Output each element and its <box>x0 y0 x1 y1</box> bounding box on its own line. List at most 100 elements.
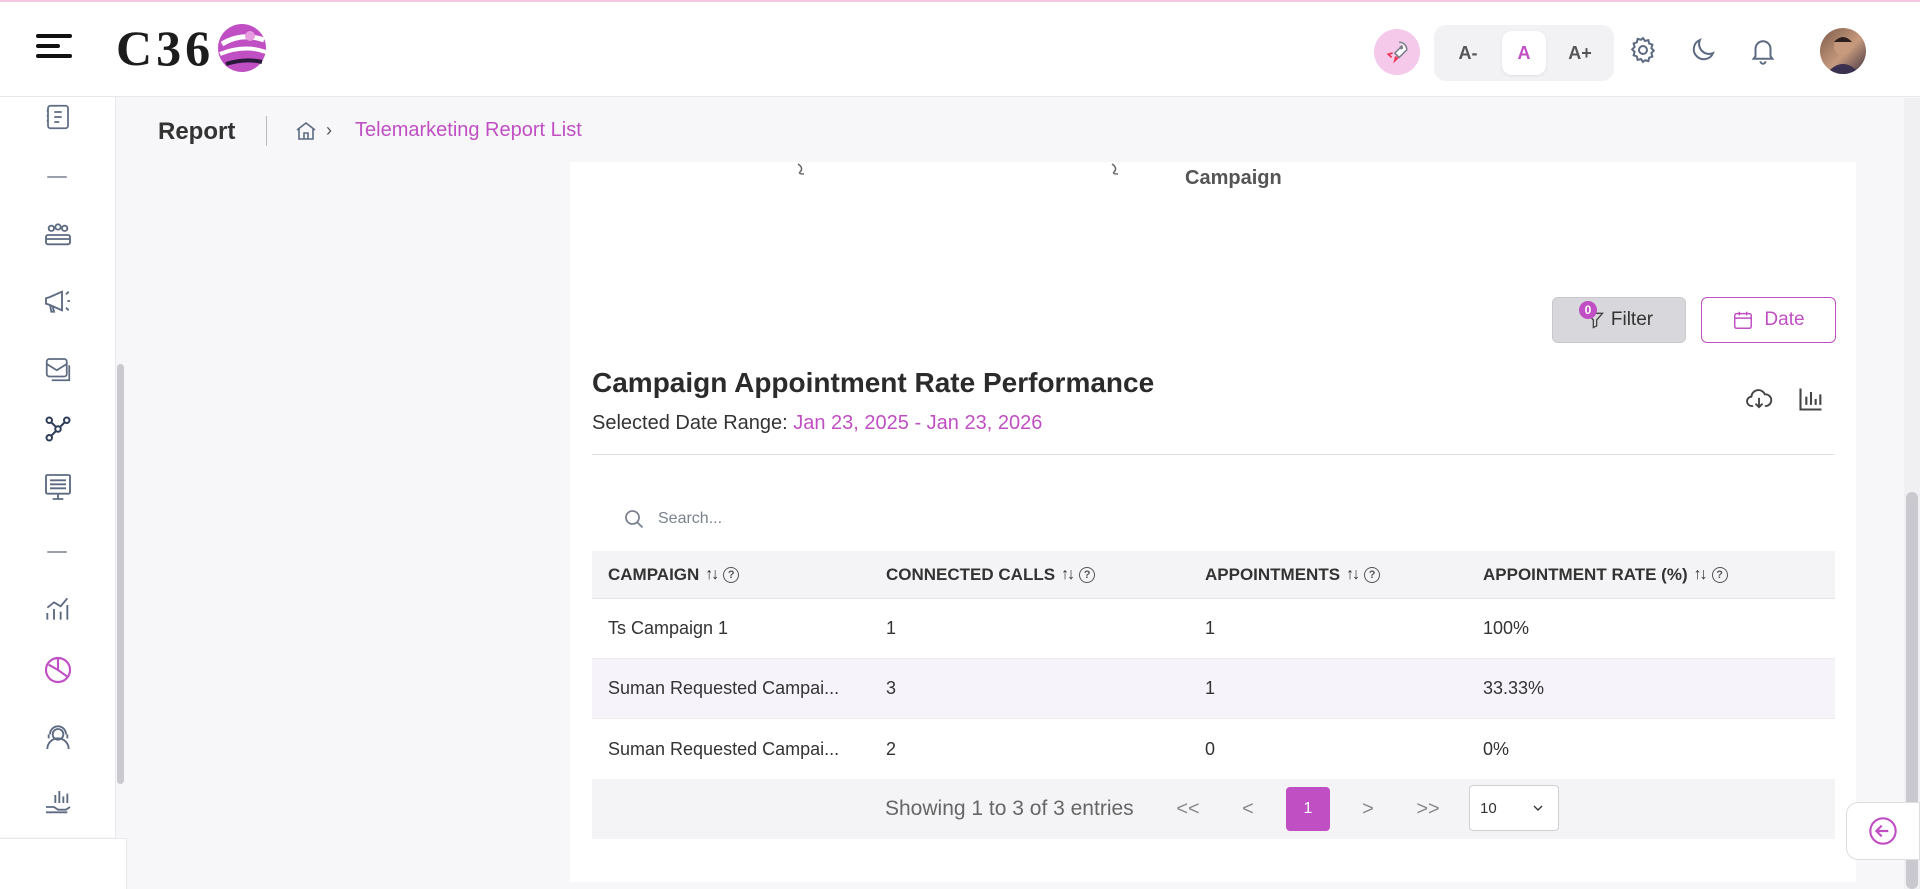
help-icon[interactable]: ? <box>1079 566 1096 583</box>
sort-icon[interactable]: ↑↓ <box>1061 565 1075 583</box>
font-normal-button[interactable]: A <box>1502 31 1546 75</box>
chart-axis-label: Campaign <box>1185 167 1282 189</box>
cell-appointment-rate: 33.33% <box>1483 678 1545 698</box>
chart-fragment-icon <box>1111 163 1119 175</box>
column-header-label: APPOINTMENT RATE (%) <box>1483 564 1688 584</box>
analytics-icon[interactable] <box>40 591 76 627</box>
cell-campaign: Ts Campaign 1 <box>608 618 729 638</box>
date-range-value: Jan 23, 2025 - Jan 23, 2026 <box>793 412 1043 434</box>
filter-button[interactable]: 0 Filter <box>1552 297 1686 343</box>
column-header-campaign[interactable]: CAMPAIGN ↑↓ ? <box>592 565 870 585</box>
report-table: CAMPAIGN ↑↓ ? CONNECTED CALLS ↑↓ ? APPOI… <box>592 551 1835 779</box>
date-range-label: Selected Date Range: <box>592 412 788 434</box>
menu-icon[interactable] <box>36 34 72 64</box>
filter-count-badge: 0 <box>1579 301 1597 319</box>
table-row[interactable]: Suman Requested Campai... 2 0 0% <box>592 719 1835 779</box>
next-page-button[interactable]: > <box>1362 797 1374 820</box>
font-size-controls: A- A A+ <box>1434 25 1614 81</box>
bell-icon[interactable] <box>1746 33 1780 67</box>
search-input[interactable] <box>658 510 998 528</box>
monitor-icon[interactable] <box>40 469 76 505</box>
help-icon[interactable]: ? <box>1711 566 1728 583</box>
gear-icon[interactable] <box>1626 33 1660 67</box>
column-header-appointments[interactable]: APPOINTMENTS ↑↓ ? <box>1189 565 1467 585</box>
group-icon[interactable] <box>40 217 76 253</box>
per-page-select[interactable]: 10 <box>1469 785 1559 831</box>
page-title: Report <box>158 118 236 145</box>
cell-appointment-rate: 100% <box>1483 618 1530 638</box>
logo-text: C36 <box>116 20 215 76</box>
logo[interactable]: C36 <box>116 20 268 76</box>
download-icon[interactable] <box>1744 384 1774 414</box>
date-range: Selected Date Range: Jan 23, 2025 - Jan … <box>592 412 1042 435</box>
logo-globe-icon <box>218 24 267 72</box>
column-header-label: APPOINTMENTS <box>1205 564 1341 584</box>
billing-icon[interactable] <box>40 99 76 135</box>
filter-label: Filter <box>1610 309 1654 330</box>
chevron-down-icon <box>1533 805 1543 811</box>
rocket-icon <box>1386 41 1408 64</box>
font-decrease-button[interactable]: A- <box>1458 42 1478 63</box>
table-row[interactable]: Ts Campaign 1 1 1 100% <box>592 599 1835 659</box>
avatar[interactable] <box>1820 28 1866 74</box>
cell-appointments: 1 <box>1205 678 1216 698</box>
column-header-label: CONNECTED CALLS <box>886 564 1056 584</box>
megaphone-icon[interactable] <box>40 283 76 319</box>
hand-chart-icon[interactable] <box>40 785 76 821</box>
cell-campaign: Suman Requested Campai... <box>608 678 840 698</box>
rocket-button[interactable] <box>1374 29 1420 75</box>
column-header-appointment-rate[interactable]: APPOINTMENT RATE (%) ↑↓ ? <box>1467 565 1835 585</box>
cell-connected-calls: 1 <box>886 618 897 638</box>
report-card: Campaign 0 Filter Date Campaign Appointm… <box>570 162 1856 882</box>
breadcrumb-current[interactable]: Telemarketing Report List <box>355 119 582 141</box>
help-icon[interactable]: ? <box>1364 566 1381 583</box>
pagination-summary: Showing 1 to 3 of 3 entries <box>885 797 1134 820</box>
sidebar <box>0 97 116 837</box>
chevron-right-icon: › <box>326 120 332 140</box>
table-header-row: CAMPAIGN ↑↓ ? CONNECTED CALLS ↑↓ ? APPOI… <box>592 551 1835 599</box>
sidebar-footer <box>0 838 127 889</box>
moon-icon[interactable] <box>1686 33 1720 67</box>
breadcrumb-divider <box>266 116 267 146</box>
page-scrollbar-thumb[interactable] <box>1906 492 1918 889</box>
table-row[interactable]: Suman Requested Campai... 3 1 33.33% <box>592 659 1835 719</box>
date-label: Date <box>1764 309 1805 330</box>
section-divider <box>592 454 1835 455</box>
sort-icon[interactable]: ↑↓ <box>705 565 719 583</box>
home-icon[interactable] <box>294 119 318 143</box>
network-icon[interactable] <box>40 411 76 447</box>
bar-chart-icon[interactable] <box>1796 384 1826 414</box>
calendar-icon <box>1734 311 1753 329</box>
mail-icon[interactable] <box>40 351 76 387</box>
prev-page-button[interactable]: < <box>1242 797 1254 820</box>
sort-icon[interactable]: ↑↓ <box>1693 565 1708 583</box>
top-bar: C36 A- A A+ <box>0 0 1920 97</box>
sidebar-separator <box>47 551 67 553</box>
column-header-connected-calls[interactable]: CONNECTED CALLS ↑↓ ? <box>870 565 1189 585</box>
page-button[interactable]: 1 <box>1286 787 1330 831</box>
chart-fragment-icon <box>797 163 805 175</box>
cell-connected-calls: 2 <box>886 738 897 759</box>
cell-appointment-rate: 0% <box>1483 738 1510 759</box>
column-header-label: CAMPAIGN <box>608 564 700 584</box>
pie-chart-icon[interactable] <box>40 652 76 688</box>
cell-connected-calls: 3 <box>886 678 897 698</box>
breadcrumb: Report › Telemarketing Report List <box>128 98 1908 164</box>
sidebar-separator <box>47 176 67 178</box>
search-box <box>622 499 1022 539</box>
funnel-icon <box>1585 312 1604 329</box>
sidebar-scrollbar[interactable] <box>117 364 124 784</box>
search-icon <box>625 510 644 529</box>
font-increase-button[interactable]: A+ <box>1568 42 1592 63</box>
back-button[interactable] <box>1846 802 1920 860</box>
section-title: Campaign Appointment Rate Performance <box>592 367 1155 398</box>
last-page-button[interactable]: >> <box>1416 797 1440 820</box>
arrow-left-circle-icon <box>1869 817 1897 845</box>
help-icon[interactable]: ? <box>723 566 740 583</box>
sort-icon[interactable]: ↑↓ <box>1346 565 1360 583</box>
cell-campaign: Suman Requested Campai... <box>608 738 840 759</box>
cell-appointments: 0 <box>1205 738 1216 759</box>
first-page-button[interactable]: << <box>1176 797 1200 820</box>
date-button[interactable]: Date <box>1701 297 1836 343</box>
support-agent-icon[interactable] <box>40 719 76 755</box>
